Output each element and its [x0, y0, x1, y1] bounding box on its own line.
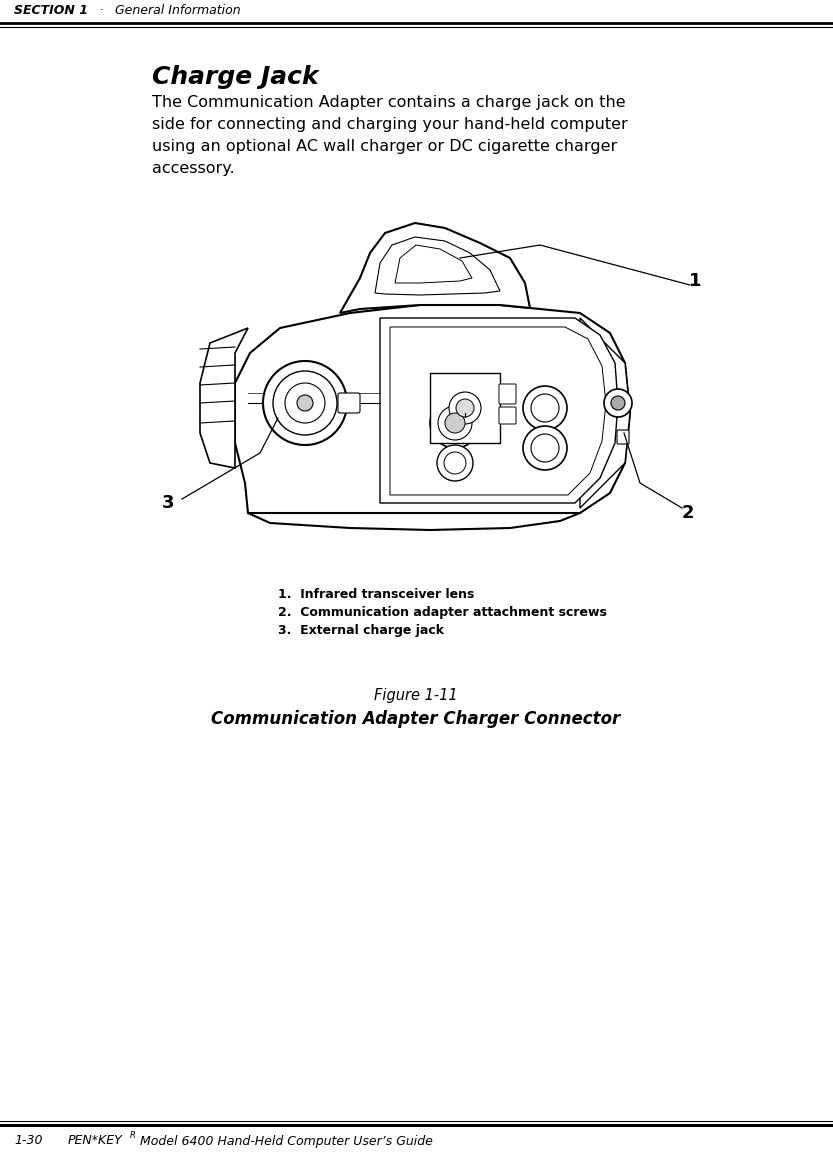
- Text: 3: 3: [162, 494, 174, 512]
- Circle shape: [611, 395, 625, 411]
- Polygon shape: [395, 245, 472, 283]
- Polygon shape: [430, 373, 500, 443]
- Polygon shape: [200, 328, 248, 468]
- Polygon shape: [380, 317, 618, 504]
- Circle shape: [604, 388, 632, 418]
- FancyBboxPatch shape: [617, 430, 629, 444]
- Circle shape: [438, 406, 472, 440]
- Polygon shape: [235, 304, 630, 513]
- Text: accessory.: accessory.: [152, 160, 235, 176]
- Circle shape: [531, 434, 559, 462]
- Text: Charge Jack: Charge Jack: [152, 65, 319, 90]
- Polygon shape: [390, 327, 606, 495]
- Circle shape: [449, 392, 481, 424]
- Text: 1: 1: [689, 272, 701, 290]
- Text: R: R: [130, 1132, 136, 1141]
- Polygon shape: [375, 237, 500, 295]
- Text: PEN*KEY: PEN*KEY: [68, 1134, 122, 1148]
- Circle shape: [445, 413, 465, 433]
- Circle shape: [523, 386, 567, 430]
- Text: Figure 1-11: Figure 1-11: [374, 688, 458, 702]
- Circle shape: [523, 426, 567, 470]
- Text: 2.  Communication adapter attachment screws: 2. Communication adapter attachment scre…: [278, 606, 607, 619]
- Text: 1-30: 1-30: [14, 1134, 42, 1148]
- Circle shape: [456, 399, 474, 418]
- Text: side for connecting and charging your hand-held computer: side for connecting and charging your ha…: [152, 117, 628, 131]
- Polygon shape: [580, 317, 630, 508]
- Circle shape: [531, 394, 559, 422]
- Circle shape: [297, 395, 313, 411]
- Circle shape: [263, 361, 347, 445]
- Text: ·: ·: [100, 5, 104, 17]
- Circle shape: [437, 445, 473, 481]
- Circle shape: [285, 383, 325, 423]
- FancyBboxPatch shape: [338, 393, 360, 413]
- Text: Communication Adapter Charger Connector: Communication Adapter Charger Connector: [212, 709, 621, 728]
- Polygon shape: [340, 223, 530, 313]
- Circle shape: [444, 452, 466, 475]
- Circle shape: [430, 398, 480, 448]
- FancyBboxPatch shape: [499, 407, 516, 424]
- Text: 3.  External charge jack: 3. External charge jack: [278, 625, 444, 637]
- Circle shape: [273, 371, 337, 435]
- Text: Model 6400 Hand-Held Computer User’s Guide: Model 6400 Hand-Held Computer User’s Gui…: [136, 1134, 433, 1148]
- FancyBboxPatch shape: [499, 384, 516, 404]
- Text: 2: 2: [681, 504, 694, 522]
- Text: 1.  Infrared transceiver lens: 1. Infrared transceiver lens: [278, 588, 474, 601]
- Text: The Communication Adapter contains a charge jack on the: The Communication Adapter contains a cha…: [152, 95, 626, 110]
- Text: using an optional AC wall charger or DC cigarette charger: using an optional AC wall charger or DC …: [152, 140, 617, 154]
- Text: SECTION 1: SECTION 1: [14, 5, 88, 17]
- Text: General Information: General Information: [115, 5, 241, 17]
